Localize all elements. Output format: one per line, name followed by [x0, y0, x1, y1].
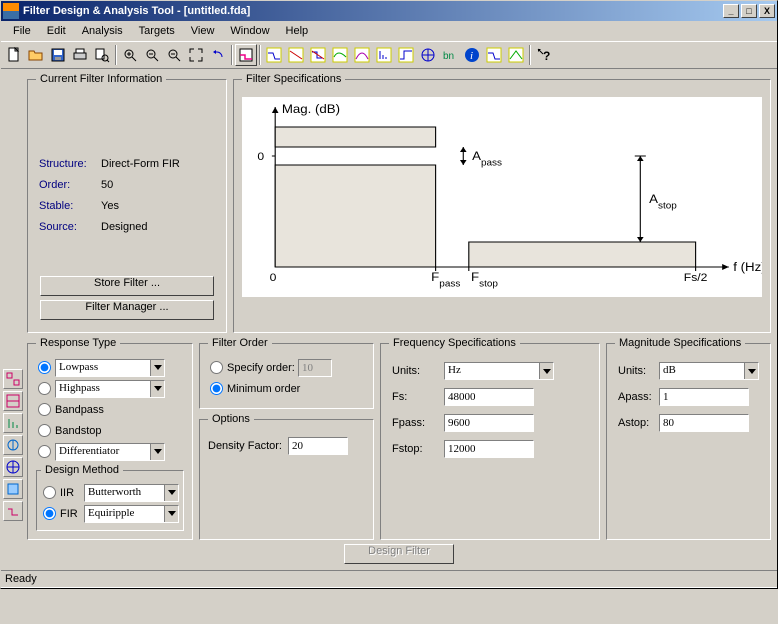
strip-btn-6[interactable] — [3, 479, 23, 499]
filter-manager-button[interactable]: Filter Manager ... — [40, 300, 214, 320]
menu-edit[interactable]: Edit — [39, 23, 74, 39]
strip-btn-1[interactable] — [3, 369, 23, 389]
polezero-icon[interactable] — [417, 44, 439, 66]
menu-file[interactable]: File — [5, 23, 39, 39]
store-filter-button[interactable]: Store Filter ... — [40, 276, 214, 296]
strip-btn-3[interactable] — [3, 413, 23, 433]
status-text: Ready — [5, 573, 37, 585]
help-icon[interactable]: ? — [533, 44, 555, 66]
phase-resp-icon[interactable] — [285, 44, 307, 66]
impulse-icon[interactable] — [373, 44, 395, 66]
frequency-specifications: Frequency Specifications Units:Hz Fs: Fp… — [380, 337, 600, 540]
mag-resp-icon[interactable] — [263, 44, 285, 66]
response-type: Response Type Lowpass Highpass Bandpass … — [27, 337, 193, 540]
options: Options Density Factor: — [199, 413, 374, 540]
fpass-input[interactable] — [444, 414, 534, 432]
magresp2-icon[interactable] — [483, 44, 505, 66]
strip-btn-4[interactable] — [3, 435, 23, 455]
cfi-row: Stable:Yes — [38, 197, 216, 216]
svg-text:0: 0 — [270, 272, 277, 283]
svg-text:Fstop: Fstop — [471, 271, 498, 289]
menu-window[interactable]: Window — [222, 23, 277, 39]
svg-text:?: ? — [543, 49, 550, 63]
fs-input[interactable] — [444, 388, 534, 406]
rt-bandstop[interactable]: Bandstop — [36, 420, 184, 441]
svg-text:Mag. (dB): Mag. (dB) — [282, 103, 340, 116]
filter-specifications: Filter Specifications 0 Mag. (dB) f (Hz) 0 F… — [233, 73, 771, 333]
dm-fir[interactable]: FIREquiripple — [41, 503, 179, 524]
maximize-button[interactable]: □ — [741, 4, 757, 18]
cfi-row: Structure:Direct-Form FIR — [38, 155, 216, 174]
design-filter-button[interactable]: Design Filter — [344, 544, 454, 564]
strip-btn-7[interactable] — [3, 501, 23, 521]
magphase-icon[interactable] — [307, 44, 329, 66]
save-icon[interactable] — [47, 44, 69, 66]
magnitude-specifications: Magnitude Specifications Units:dB Apass:… — [606, 337, 771, 540]
spec-plot: 0 Mag. (dB) f (Hz) 0 Fpass Fstop Fs/2 Apass Asto… — [242, 97, 762, 297]
cfi-row: Order:50 — [38, 176, 216, 195]
zoom-x-icon[interactable] — [141, 44, 163, 66]
fo-specify[interactable]: Specify order: — [208, 357, 365, 378]
strip-btn-2[interactable] — [3, 391, 23, 411]
svg-text:bn: bn — [443, 51, 454, 62]
open-icon[interactable] — [25, 44, 47, 66]
filter-spec-icon[interactable] — [235, 44, 257, 66]
filter-order: Filter Order Specify order: Minimum orde… — [199, 337, 374, 409]
menubar: File Edit Analysis Targets View Window H… — [1, 21, 777, 41]
app-icon — [3, 3, 19, 19]
density-factor-input[interactable] — [288, 437, 348, 455]
apass-input[interactable] — [659, 388, 749, 406]
svg-text:Fpass: Fpass — [431, 271, 460, 289]
astop-input[interactable] — [659, 414, 749, 432]
design-method: Design Method IIRButterworth FIREquiripp… — [36, 464, 184, 531]
rt-highpass[interactable]: Highpass — [36, 378, 184, 399]
rt-differentiator[interactable]: Differentiator — [36, 441, 184, 462]
new-icon[interactable] — [3, 44, 25, 66]
undo-icon[interactable] — [207, 44, 229, 66]
specify-order-input — [298, 359, 332, 377]
coeffs-icon[interactable]: bn — [439, 44, 461, 66]
rt-bandpass[interactable]: Bandpass — [36, 399, 184, 420]
zoom-in-icon[interactable] — [119, 44, 141, 66]
svg-text:Fs/2: Fs/2 — [684, 272, 708, 283]
round-icon[interactable] — [505, 44, 527, 66]
cfi-row: Source:Designed — [38, 218, 216, 237]
left-toolstrip — [1, 69, 25, 570]
zoom-fit-icon[interactable] — [185, 44, 207, 66]
window-title: Filter Design & Analysis Tool - [untitle… — [23, 5, 250, 17]
group-delay-icon[interactable] — [329, 44, 351, 66]
statusbar: Ready — [1, 570, 777, 588]
svg-text:f (Hz): f (Hz) — [733, 261, 762, 274]
zoom-out-icon[interactable] — [163, 44, 185, 66]
step-icon[interactable] — [395, 44, 417, 66]
mag-units-dropdown[interactable]: dB — [659, 362, 759, 380]
fo-minimum[interactable]: Minimum order — [208, 378, 365, 399]
dm-iir[interactable]: IIRButterworth — [41, 482, 179, 503]
svg-text:0: 0 — [257, 151, 264, 162]
menu-targets[interactable]: Targets — [131, 23, 183, 39]
rt-lowpass[interactable]: Lowpass — [36, 357, 184, 378]
strip-btn-5[interactable] — [3, 457, 23, 477]
fspec-legend: Filter Specifications — [242, 73, 345, 85]
close-button[interactable]: X — [759, 4, 775, 18]
phase-delay-icon[interactable] — [351, 44, 373, 66]
svg-text:Astop: Astop — [649, 193, 677, 211]
minimize-button[interactable]: _ — [723, 4, 739, 18]
titlebar: Filter Design & Analysis Tool - [untitle… — [1, 1, 777, 21]
info-icon[interactable]: i — [461, 44, 483, 66]
cfi-legend: Current Filter Information — [36, 73, 166, 85]
menu-help[interactable]: Help — [278, 23, 317, 39]
menu-view[interactable]: View — [183, 23, 223, 39]
print-preview-icon[interactable] — [91, 44, 113, 66]
menu-analysis[interactable]: Analysis — [74, 23, 131, 39]
svg-text:i: i — [470, 50, 473, 62]
toolbar: bn i ? — [1, 41, 777, 69]
current-filter-info: Current Filter Information Structure:Dir… — [27, 73, 227, 333]
freq-units-dropdown[interactable]: Hz — [444, 362, 554, 380]
svg-text:Apass: Apass — [472, 150, 502, 168]
fstop-input[interactable] — [444, 440, 534, 458]
print-icon[interactable] — [69, 44, 91, 66]
